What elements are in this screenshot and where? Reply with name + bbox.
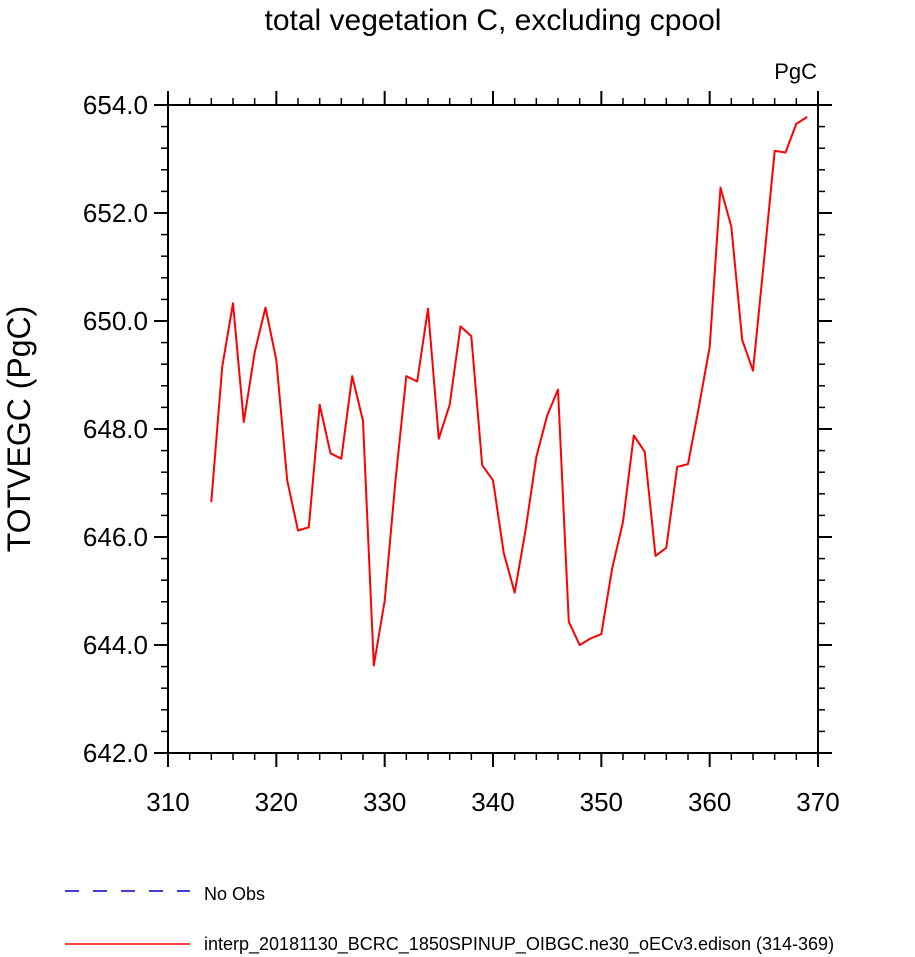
x-tick-label: 370 xyxy=(796,787,839,817)
y-axis-label: TOTVEGC (PgC) xyxy=(1,306,37,553)
minor-ticks xyxy=(161,98,825,760)
y-tick-label: 652.0 xyxy=(83,198,148,228)
x-tick-label: 360 xyxy=(688,787,731,817)
y-tick-label: 646.0 xyxy=(83,522,148,552)
y-tick-label: 648.0 xyxy=(83,414,148,444)
x-tick-label: 350 xyxy=(580,787,623,817)
y-tick-labels: 642.0 644.0 646.0 648.0 650.0 652.0 654.0 xyxy=(83,90,148,768)
x-tick-labels: 310 320 330 340 350 360 370 xyxy=(146,787,839,817)
x-tick-label: 330 xyxy=(363,787,406,817)
y-tick-label: 650.0 xyxy=(83,306,148,336)
series-lines xyxy=(210,116,808,667)
legend-label-no-obs: No Obs xyxy=(204,884,265,904)
legend-label-model: interp_20181130_BCRC_1850SPINUP_OIBGC.ne… xyxy=(204,934,834,955)
x-tick-label: 310 xyxy=(146,787,189,817)
legend: No Obs interp_20181130_BCRC_1850SPINUP_O… xyxy=(65,884,834,955)
x-tick-label: 340 xyxy=(471,787,514,817)
units-label: PgC xyxy=(774,59,817,84)
major-ticks xyxy=(154,91,832,767)
y-tick-label: 654.0 xyxy=(83,90,148,120)
y-tick-label: 644.0 xyxy=(83,630,148,660)
y-tick-label: 642.0 xyxy=(83,738,148,768)
series-line-model xyxy=(210,116,808,667)
plot-frame xyxy=(167,104,819,754)
x-tick-label: 320 xyxy=(255,787,298,817)
chart-title: total vegetation C, excluding cpool xyxy=(265,4,722,37)
